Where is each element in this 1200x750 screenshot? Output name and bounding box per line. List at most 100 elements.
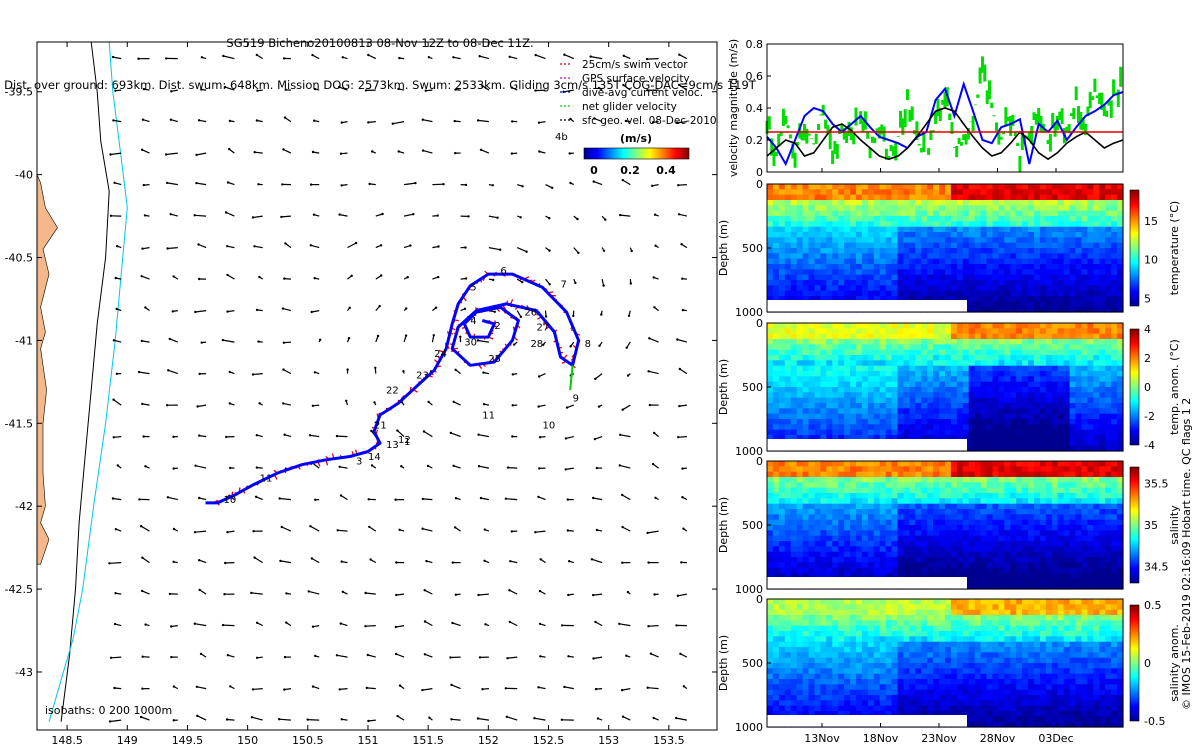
section-cell (885, 248, 893, 254)
section-cell (844, 296, 851, 302)
section-cell (856, 253, 863, 260)
section-cell (1105, 344, 1112, 351)
section-cell (784, 200, 792, 206)
section-cell (861, 546, 869, 553)
section-cell (903, 514, 910, 521)
section-cell (1087, 419, 1094, 425)
section-cell (1069, 205, 1077, 212)
section-cell (1028, 403, 1035, 409)
section-cell (814, 360, 821, 367)
section-cell (1045, 269, 1053, 276)
section-cell (962, 435, 970, 441)
sfc-geo-velocity-arrowhead (477, 465, 481, 468)
sfc-geo-velocity-arrowhead (624, 119, 628, 123)
sfc-geo-velocity-arrowhead (171, 310, 174, 313)
section-cell (856, 264, 863, 270)
section-cell (867, 371, 875, 377)
velocity-ytick-label: 0.2 (746, 134, 764, 147)
section-cell (921, 530, 928, 537)
section-cell (945, 194, 952, 201)
sfc-geo-velocity-arrowhead (534, 531, 537, 534)
sfc-geo-velocity-arrowhead (340, 560, 343, 563)
section-cell (1063, 210, 1071, 217)
section-cell (956, 232, 964, 238)
section-cell (1075, 349, 1082, 356)
section-cell (879, 525, 887, 531)
section-cell (873, 461, 881, 467)
section-cell (1099, 232, 1106, 238)
section-cell (814, 290, 821, 297)
section-cell (1069, 403, 1077, 409)
section-cell (939, 184, 946, 190)
section-cell (1022, 419, 1029, 425)
section-cell (844, 403, 851, 409)
section-cell (956, 360, 964, 367)
section-cell (820, 482, 827, 489)
section-cell (784, 397, 792, 404)
section-cell (802, 221, 810, 228)
section-cell (1063, 408, 1071, 415)
sfc-geo-velocity-arrow (396, 430, 405, 438)
section-cell (998, 306, 1005, 313)
section-cell (1111, 440, 1118, 447)
sfc-geo-velocity-arrow (283, 148, 292, 154)
sfc-geo-velocity-arrow (423, 430, 433, 438)
section-cell (778, 344, 786, 351)
section-cell (873, 285, 881, 292)
section-cell (838, 194, 845, 201)
section-cell (909, 264, 916, 270)
sfc-geo-velocity-arrowhead (367, 498, 370, 501)
section-cell (1004, 258, 1011, 265)
section-cell (1099, 242, 1106, 249)
section-cell (1034, 200, 1041, 206)
section-cell (921, 487, 928, 494)
section-cell (921, 285, 928, 292)
section-cell (820, 226, 827, 233)
section-cell (1063, 216, 1071, 222)
section-cell (867, 355, 875, 361)
section-cell (945, 248, 952, 254)
section-cell (1010, 253, 1017, 260)
section-cell (867, 525, 875, 531)
section-cell (1105, 290, 1112, 297)
section-cell (1117, 333, 1124, 340)
section-cell (1004, 264, 1011, 270)
section-cell (844, 546, 851, 553)
section-cell (1022, 333, 1029, 340)
section-cell (1016, 387, 1023, 393)
section-cell (956, 397, 964, 404)
section-cell (980, 184, 988, 190)
track-day-label: 23 (416, 371, 429, 382)
section-cell (820, 328, 827, 335)
section-cell (962, 194, 970, 201)
section-cell (1016, 429, 1023, 436)
section-cell (915, 562, 922, 569)
section-cell (879, 226, 887, 233)
section-cell (778, 530, 786, 537)
section-cell (885, 408, 893, 415)
section-cell (915, 387, 922, 393)
section-cell (856, 466, 863, 473)
section-cell (891, 397, 899, 404)
section-cell (1093, 210, 1100, 217)
section-cell (1069, 242, 1077, 249)
section-cell (992, 296, 999, 302)
section-cell (998, 226, 1005, 233)
section-cell (968, 269, 976, 276)
section-cell (962, 221, 970, 228)
section-cell (885, 200, 893, 206)
section-cell (790, 493, 798, 499)
section-cell (897, 530, 904, 537)
section-cell (784, 221, 792, 228)
section-cell (897, 333, 904, 340)
section-cell (1087, 226, 1094, 233)
section-cell (826, 205, 833, 212)
section-cell (820, 349, 827, 356)
sfc-geo-velocity-arrowhead (395, 561, 398, 564)
sfc-geo-velocity-arrow (281, 215, 291, 218)
sfc-geo-velocity-arrowhead (651, 462, 655, 466)
section-cell (808, 226, 815, 233)
sfc-geo-velocity-arrowhead (144, 623, 147, 626)
section-cell (832, 221, 839, 228)
section-cell (1081, 285, 1088, 292)
